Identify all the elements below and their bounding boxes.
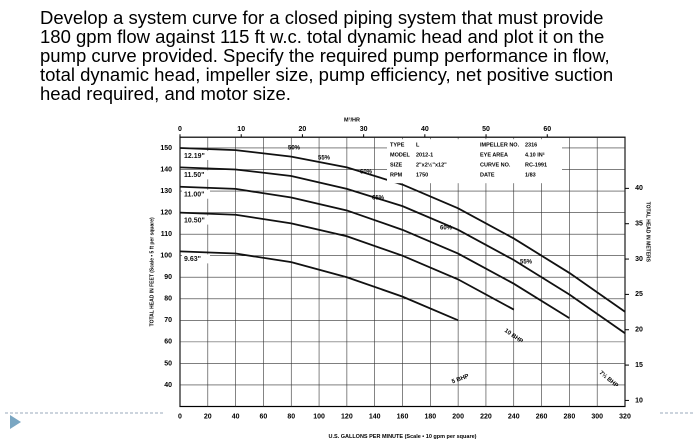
series-label: 9.63" (184, 256, 201, 263)
x2-tick-label: 60 (543, 126, 551, 133)
y-tick-label: 50 (164, 360, 172, 367)
y2-tick-label: 15 (635, 362, 643, 369)
x2-tick-label: 20 (299, 126, 307, 133)
series-label: 11.00" (184, 192, 204, 199)
y2-tick-label: 30 (635, 256, 643, 263)
question-line: total dynamic head, impeller size, pump … (40, 64, 614, 85)
y-tick-label: 150 (160, 145, 172, 152)
annotation: 5 BHP (451, 374, 470, 386)
y2-tick-label: 35 (635, 221, 643, 228)
impeller-curve (179, 147, 626, 313)
info-label: TYPE (390, 143, 405, 149)
y-tick-label: 110 (161, 231, 172, 238)
x-tick-label: 300 (591, 413, 603, 420)
x2-axis-title: M³/HR (344, 117, 360, 124)
y2-axis-title: TOTAL HEAD IN METERS (645, 202, 651, 263)
impeller-curve (179, 250, 459, 322)
y-tick-label: 70 (164, 317, 172, 324)
impeller-curve (179, 185, 570, 319)
question-line: Develop a system curve for a closed pipi… (40, 7, 604, 28)
y-tick-label: 90 (164, 274, 172, 281)
annotation: 50% (288, 146, 301, 152)
info-label: RPM (390, 173, 403, 179)
info-label: EYE AREA (480, 153, 508, 159)
info-label: DATE (480, 173, 495, 179)
x-tick-label: 80 (287, 413, 295, 420)
y-tick-label: 100 (160, 253, 172, 260)
annotation: 60% (440, 226, 453, 232)
x-tick-label: 120 (341, 413, 353, 420)
series-label-box (182, 189, 210, 199)
x-tick-label: 240 (508, 413, 520, 420)
x-tick-label: 0 (178, 413, 182, 420)
info-value: 4.10 IN² (525, 152, 545, 159)
info-value: 1/83 (525, 173, 536, 179)
y-axis-title: TOTAL HEAD IN FEET (Scale • 5 ft per squ… (149, 217, 155, 326)
info-value: L (416, 143, 420, 149)
y-tick-label: 80 (164, 296, 172, 303)
info-value: RC-1991 (525, 163, 547, 169)
series-label-box (182, 254, 210, 264)
x-tick-label: 200 (452, 413, 464, 420)
series-label: 10.50" (184, 217, 205, 224)
x2-tick-label: 30 (360, 126, 368, 133)
y2-tick-label: 20 (635, 327, 643, 334)
question-line: pump curve provided. Specify the require… (40, 45, 610, 66)
x-tick-label: 180 (424, 413, 436, 420)
x-tick-label: 220 (480, 413, 492, 420)
x-tick-label: 280 (564, 413, 576, 420)
x-axis-title: U.S. GALLONS PER MINUTE (Scale • 10 gpm … (328, 434, 476, 440)
y-tick-label: 130 (160, 188, 172, 195)
x-tick-label: 140 (369, 413, 381, 420)
x-tick-label: 260 (536, 413, 548, 420)
y-tick-label: 140 (160, 166, 172, 173)
x-tick-label: 20 (204, 413, 212, 420)
y-tick-label: 120 (160, 209, 172, 216)
series-label-box (182, 170, 210, 180)
info-value: 2316 (525, 143, 537, 149)
info-label: IMPELLER NO. (480, 143, 520, 149)
x2-tick-label: 0 (178, 126, 182, 133)
y-tick-label: 60 (164, 339, 172, 346)
info-label: CURVE NO. (480, 163, 511, 169)
y2-tick-label: 10 (635, 397, 643, 404)
annotation: 60% (360, 170, 373, 176)
impeller-curve (179, 166, 626, 334)
info-label: MODEL (390, 153, 411, 159)
question-line: head required, and motor size. (40, 83, 291, 104)
x-tick-label: 100 (313, 413, 325, 420)
info-value: 2"x2½"x12" (416, 162, 447, 169)
x-tick-label: 60 (260, 413, 268, 420)
x-tick-label: 160 (397, 413, 409, 420)
info-box (387, 139, 562, 184)
impeller-curve (179, 211, 515, 311)
x2-tick-label: 40 (421, 126, 429, 133)
info-value: 2012-1 (416, 153, 433, 159)
annotation: 55% (318, 156, 331, 162)
info-value: 1750 (416, 173, 428, 179)
series-label-box (182, 215, 210, 225)
x-tick-label: 40 (232, 413, 240, 420)
bullet (10, 415, 21, 429)
y2-tick-label: 40 (635, 185, 643, 192)
x-tick-label: 320 (619, 413, 631, 420)
series-label-box (182, 150, 210, 160)
info-label: SIZE (390, 163, 403, 169)
annotation: 65% (372, 196, 385, 202)
x2-tick-label: 10 (237, 126, 245, 133)
annotation: 55% (520, 260, 533, 266)
question-line: 180 gpm flow against 115 ft w.c. total d… (40, 26, 605, 47)
y2-tick-label: 25 (635, 291, 643, 298)
series-label: 11.50" (184, 172, 204, 179)
x2-tick-label: 50 (482, 126, 490, 133)
y-tick-label: 40 (164, 382, 172, 389)
series-label: 12.19" (184, 153, 205, 160)
